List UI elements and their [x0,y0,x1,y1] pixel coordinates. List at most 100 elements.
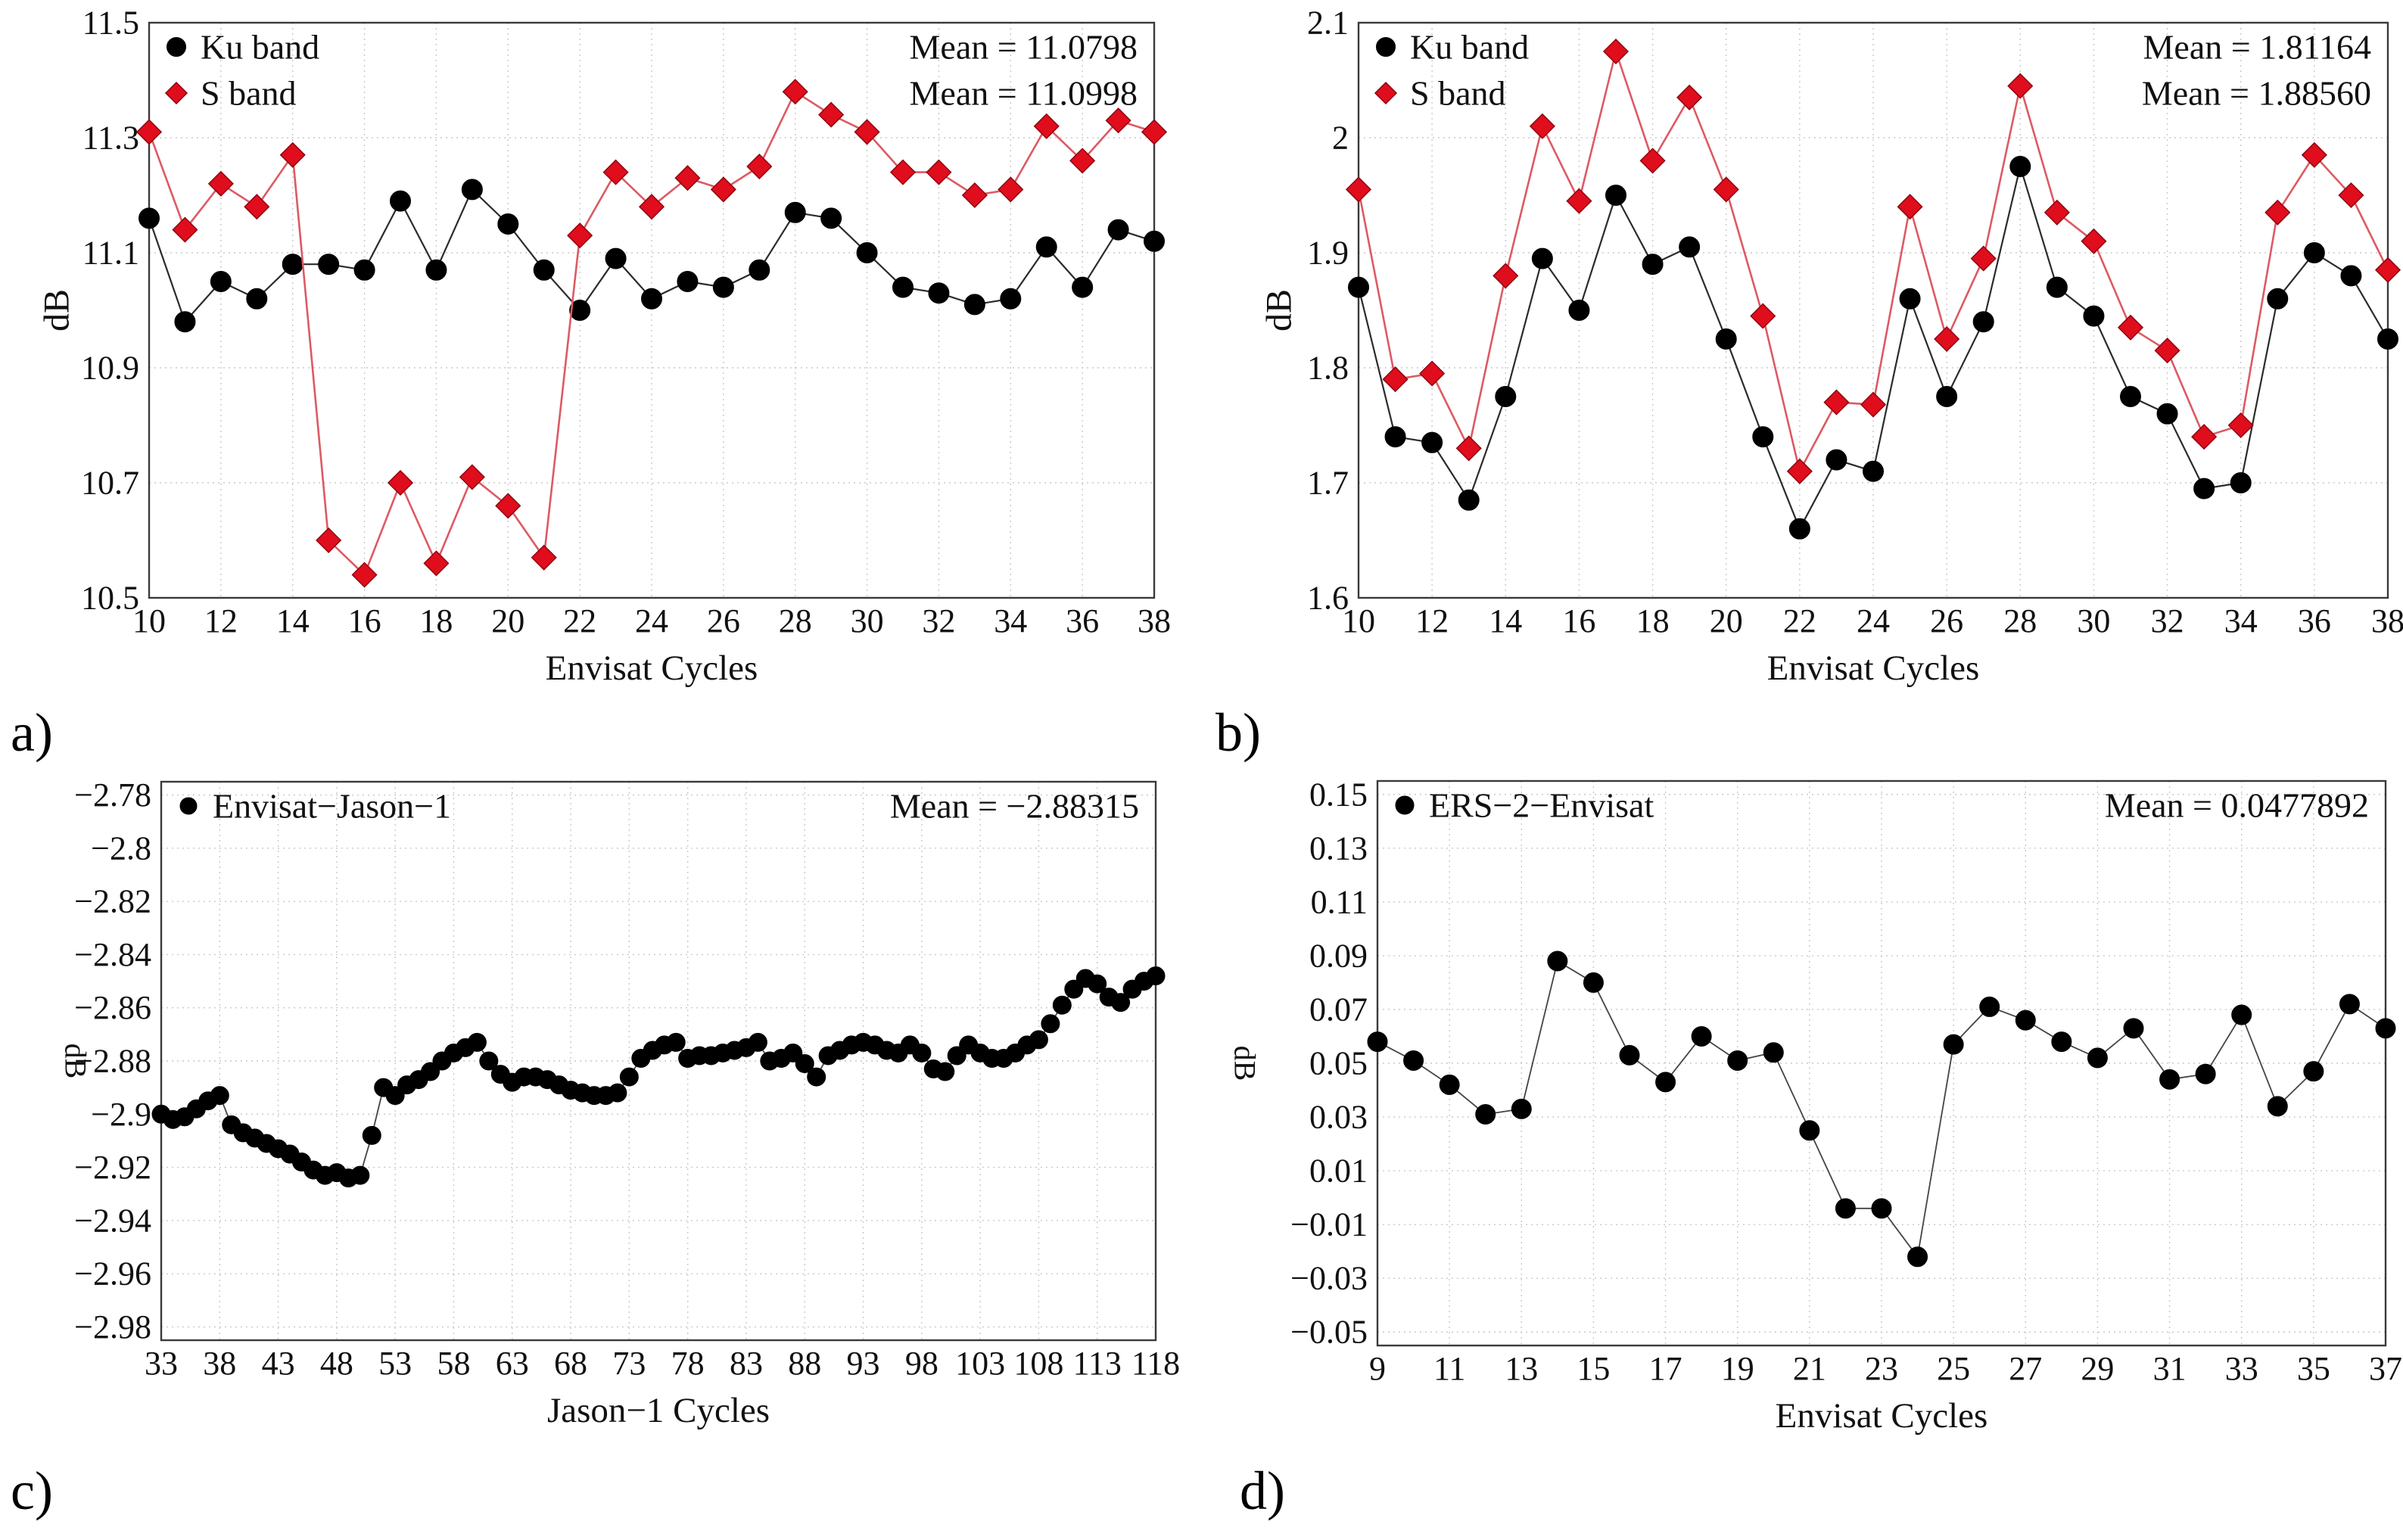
y-tick-label: −2.82 [74,883,151,920]
y-tick-label: −0.05 [1290,1314,1368,1351]
data-point-marker [1421,431,1443,453]
panel-label-d: d) [1240,1461,1285,1521]
data-point-marker [1639,148,1666,174]
y-tick-label: −2.8 [91,829,151,866]
data-point-marker [605,247,627,269]
data-point-marker [1786,458,1813,484]
data-point-marker [1531,247,1553,269]
x-tick-label: 26 [707,602,740,639]
y-tick-label: 2 [1332,120,1349,157]
data-point-marker [1033,113,1060,139]
x-tick-label: 17 [1649,1350,1682,1387]
data-point-marker [1403,1050,1424,1071]
data-point-marker [246,288,268,310]
x-tick-label: 63 [496,1345,529,1382]
data-point-marker [1799,1120,1820,1141]
data-point-marker [2120,386,2141,407]
y-tick-label: 0.03 [1309,1099,1368,1136]
data-point-marker [998,176,1024,203]
x-tick-label: 118 [1131,1345,1180,1382]
data-point-marker [1348,276,1369,298]
data-point-marker [2123,1018,2144,1039]
data-point-marker [1069,148,1096,174]
x-tick-label: 12 [204,602,238,639]
legend-label: S band [1410,74,1506,113]
data-point-marker [1642,254,1664,275]
data-point-marker [1907,1246,1928,1268]
y-tick-label: 0.15 [1309,776,1368,813]
data-point-marker [467,1032,487,1052]
legend-entry: S band [1374,74,1506,113]
data-point-marker [172,216,198,243]
data-point-marker [1835,1198,1856,1219]
y-tick-label: 1.9 [1307,235,1349,272]
data-point-marker [1679,236,1701,258]
x-tick-label: 26 [1930,602,1963,639]
x-tick-label: 22 [1783,602,1816,639]
data-point-marker [807,1067,826,1087]
data-point-marker [390,190,411,212]
x-tick-label: 10 [132,602,166,639]
data-point-marker [567,222,593,249]
y-tick-label: 1.6 [1307,580,1349,617]
data-point-marker [2375,1018,2396,1039]
data-point-marker [1029,1030,1048,1050]
x-tick-label: 103 [955,1345,1005,1382]
x-tick-label: 113 [1073,1345,1122,1382]
data-point-marker [602,159,629,185]
data-point-marker [459,464,485,490]
plot-frame [1357,21,2389,599]
mean-annotation: Mean = 11.0798 [910,28,1138,67]
x-tick-label: 34 [2224,602,2258,639]
y-tick-label: 10.7 [81,465,139,502]
data-point-marker [856,242,878,263]
y-tick-label: 11.1 [82,235,139,272]
data-point-marker [1455,435,1482,462]
data-point-marker [935,1062,955,1081]
legend-marker-icon [1376,37,1396,57]
data-point-marker [497,213,519,235]
data-point-marker [2303,242,2325,263]
data-point-marker [710,176,736,203]
data-point-marker [1934,325,1960,353]
data-point-marker [1691,1025,1712,1047]
y-tick-label: −2.9 [91,1096,151,1133]
x-tick-label: 28 [2003,602,2037,639]
data-point-marker [1493,263,1519,289]
data-point-marker [1052,995,1072,1015]
data-point-marker [1458,489,1480,511]
data-point-marker [889,159,917,185]
data-point-marker [666,1032,686,1052]
legend-entry: Ku band [167,28,319,67]
x-tick-label: 16 [348,602,381,639]
data-point-marker [1676,84,1703,110]
y-tick-label: 0.09 [1309,937,1368,974]
legend-label: Ku band [1410,28,1529,67]
y-tick-label: −2.92 [74,1149,151,1186]
series-envisat-jason-1 [151,966,1166,1188]
plot-frame [160,780,1157,1342]
data-point-marker [2267,1096,2288,1117]
data-point-marker [423,550,450,577]
data-point-marker [1367,1031,1388,1053]
data-point-marker [1899,288,1921,310]
data-point-marker [2231,1004,2252,1025]
data-point-marker [1439,1074,1460,1095]
data-point-marker [854,119,880,145]
data-point-marker [1041,1014,1060,1034]
y-tick-label: −0.01 [1290,1206,1368,1243]
mean-annotation: Mean = 0.0477892 [2105,786,2369,825]
data-point-marker [244,194,270,220]
y-tick-label: −2.86 [74,989,151,1026]
data-point-marker [1419,360,1446,387]
data-point-marker [2340,265,2362,287]
x-tick-label: 108 [1013,1345,1063,1382]
x-tick-label: 88 [788,1345,821,1382]
x-tick-label: 58 [437,1345,470,1382]
x-axis-label: Envisat Cycles [1767,649,1980,688]
data-point-marker [2156,403,2178,425]
data-point-marker [1943,1034,1964,1055]
data-point-marker [1823,389,1850,415]
data-point-marker [2046,276,2068,298]
data-point-marker [2191,424,2218,450]
